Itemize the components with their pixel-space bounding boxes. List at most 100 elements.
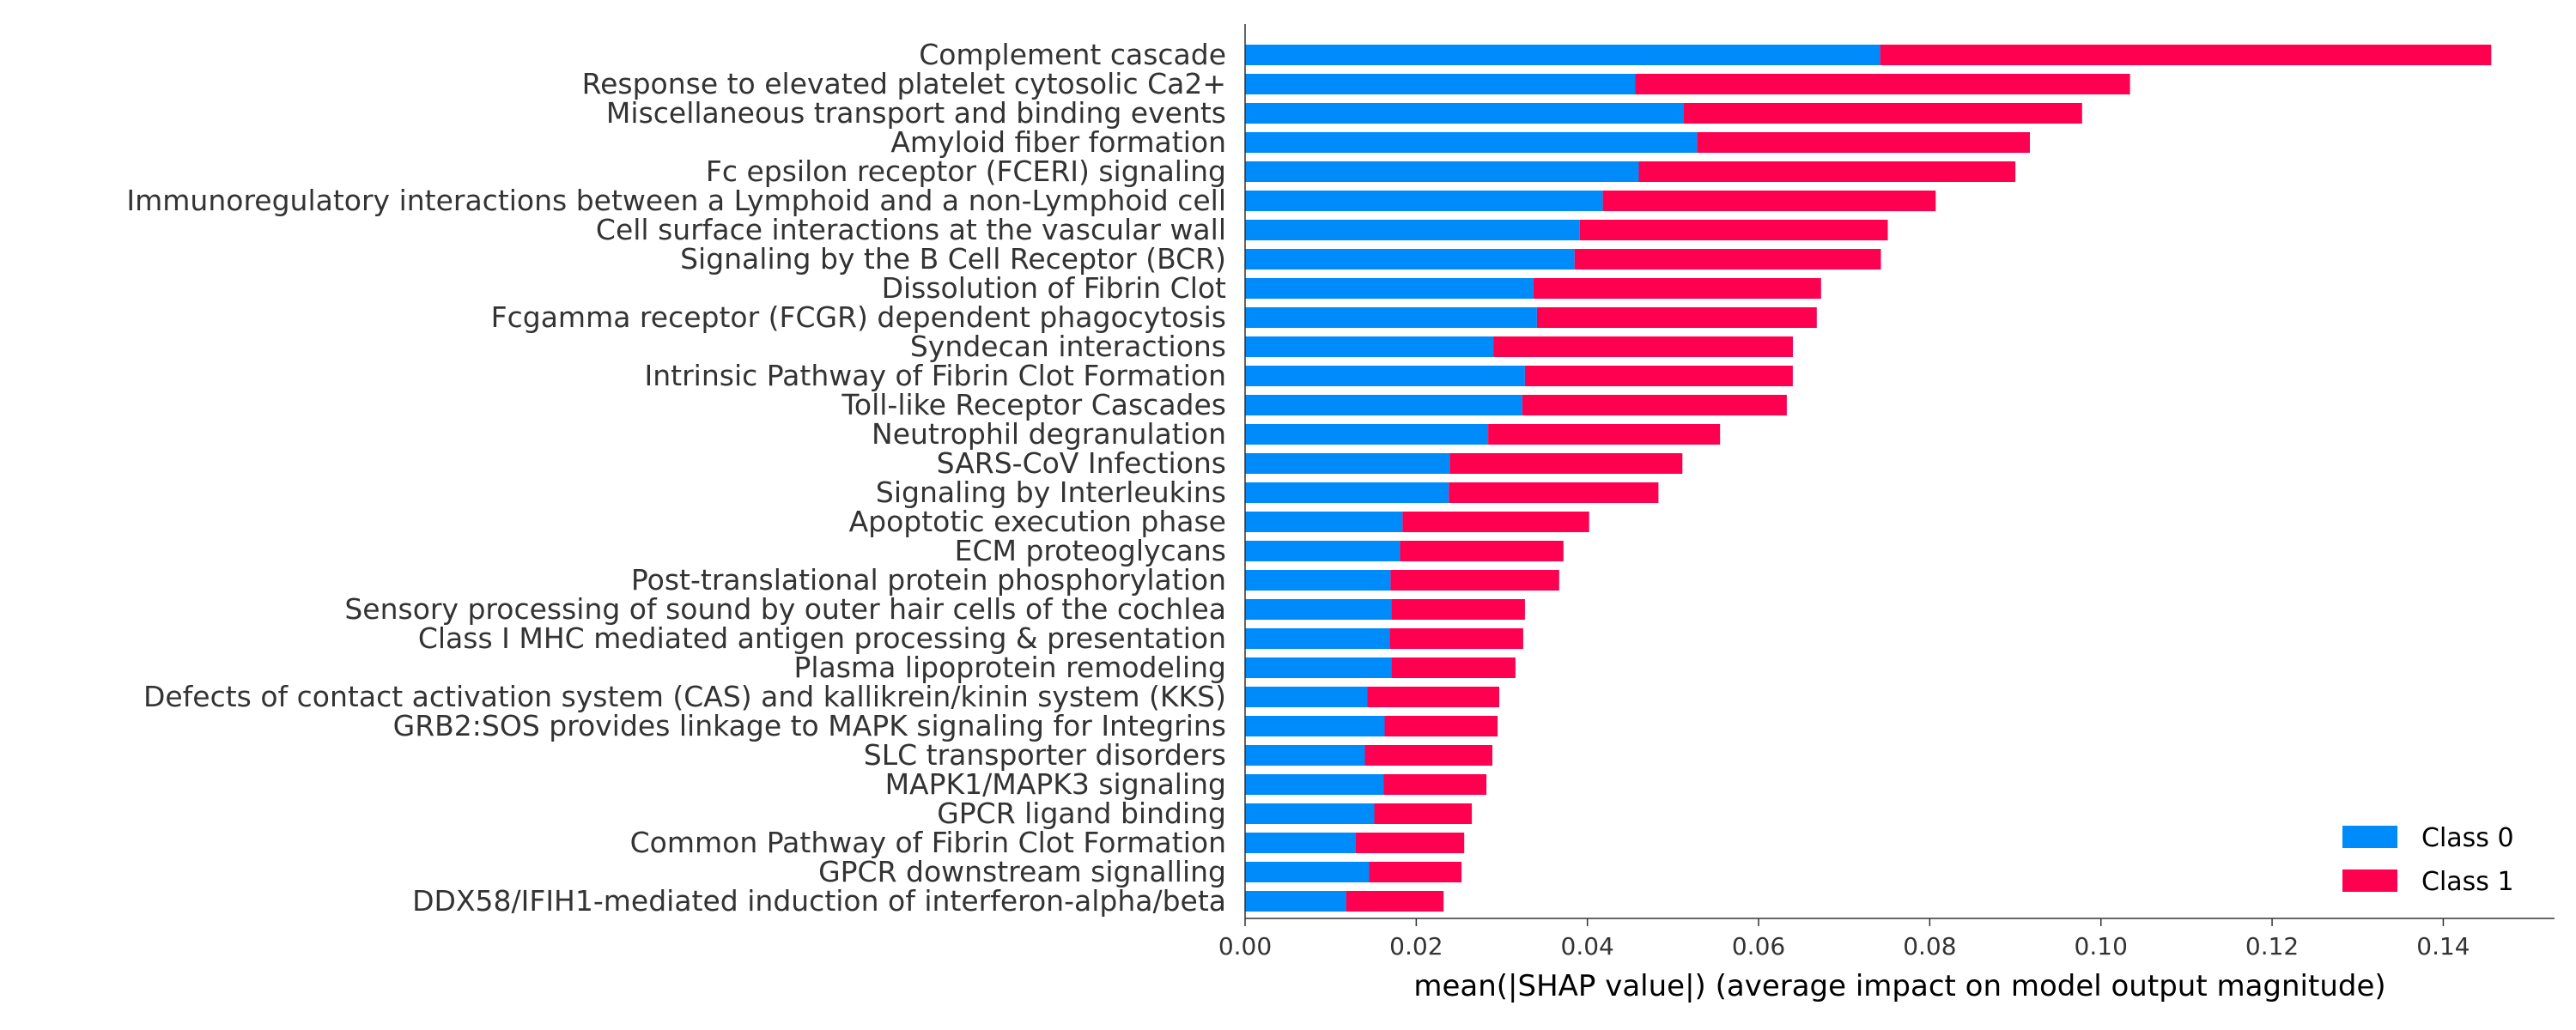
bar-class-0: [1245, 541, 1400, 561]
category-label: Miscellaneous transport and binding even…: [606, 96, 1226, 130]
bar-class-1: [1522, 395, 1787, 415]
bar-class-0: [1245, 395, 1522, 415]
category-label: Plasma lipoprotein remodeling: [793, 651, 1226, 684]
bar-class-1: [1683, 103, 2082, 124]
bar-class-0: [1245, 628, 1390, 649]
bar-class-1: [1488, 424, 1721, 445]
bar-class-0: [1245, 745, 1365, 766]
bars-group: [1245, 45, 2492, 912]
bar-class-0: [1245, 307, 1537, 328]
legend: Class 0 Class 1: [2342, 823, 2514, 897]
bar-class-1: [1391, 657, 1516, 678]
category-label: Post-translational protein phosphorylati…: [631, 563, 1226, 597]
bar-class-1: [1369, 862, 1462, 882]
bar-class-1: [1400, 541, 1564, 561]
bar-class-0: [1245, 103, 1684, 124]
bar-class-1: [1524, 366, 1793, 386]
bar-class-1: [1493, 336, 1793, 357]
category-label: Toll-like Receptor Cascades: [841, 388, 1226, 421]
x-tick-label: 0.10: [2075, 932, 2128, 960]
bar-class-0: [1245, 657, 1392, 678]
legend-swatch-class-1: [2342, 869, 2397, 892]
bar-class-0: [1245, 774, 1384, 795]
bar-class-1: [1391, 599, 1525, 620]
x-tick-label: 0.12: [2245, 932, 2299, 960]
bar-class-0: [1245, 453, 1450, 474]
legend-swatch-class-0: [2342, 826, 2397, 848]
bar-class-0: [1245, 191, 1603, 211]
category-label: Class I MHC mediated antigen processing …: [418, 621, 1226, 655]
bar-class-0: [1245, 424, 1489, 445]
bar-class-0: [1245, 249, 1575, 270]
bar-class-0: [1245, 278, 1534, 299]
bar-class-1: [1602, 191, 1936, 211]
bar-class-1: [1374, 803, 1473, 824]
category-label: Response to elevated platelet cytosolic …: [582, 67, 1226, 100]
category-label: Signaling by the B Cell Receptor (BCR): [680, 242, 1226, 276]
bar-class-1: [1536, 307, 1817, 328]
bar-class-0: [1245, 45, 1880, 65]
bar-class-1: [1389, 628, 1523, 649]
x-tick-label: 0.00: [1218, 932, 1272, 960]
category-label: SLC transporter disorders: [864, 738, 1226, 772]
bar-class-0: [1245, 482, 1449, 503]
bar-class-1: [1364, 745, 1492, 766]
bar-class-1: [1579, 220, 1888, 240]
bar-class-0: [1245, 862, 1370, 882]
bar-class-0: [1245, 716, 1385, 736]
category-label: Intrinsic Pathway of Fibrin Clot Formati…: [645, 359, 1226, 392]
category-label: Common Pathway of Fibrin Clot Formation: [630, 826, 1226, 859]
category-label: Immunoregulatory interactions between a …: [126, 184, 1226, 217]
bar-class-1: [1390, 570, 1559, 591]
bar-class-0: [1245, 161, 1639, 182]
bar-class-1: [1384, 716, 1498, 736]
bar-class-1: [1638, 161, 2016, 182]
category-label: Fc epsilon receptor (FCERI) signaling: [706, 154, 1226, 188]
bar-class-0: [1245, 891, 1346, 912]
category-label: ECM proteoglycans: [955, 534, 1226, 567]
bar-class-0: [1245, 687, 1368, 707]
bar-class-1: [1449, 482, 1659, 503]
bar-class-0: [1245, 220, 1580, 240]
bar-class-0: [1245, 366, 1525, 386]
bar-class-1: [1449, 453, 1683, 474]
category-label: Cell surface interactions at the vascula…: [596, 213, 1226, 246]
bar-class-1: [1880, 45, 2492, 65]
category-label: SARS-CoV Infections: [937, 446, 1226, 480]
category-label: Sensory processing of sound by outer hai…: [344, 592, 1226, 626]
category-label: GPCR downstream signalling: [818, 855, 1226, 888]
bar-class-0: [1245, 74, 1636, 94]
category-label: GRB2:SOS provides linkage to MAPK signal…: [393, 709, 1226, 742]
category-label: MAPK1/MAPK3 signaling: [885, 767, 1226, 801]
bar-class-0: [1245, 833, 1356, 853]
category-label: Fcgamma receptor (FCGR) dependent phagoc…: [491, 300, 1226, 334]
bar-class-0: [1245, 512, 1403, 532]
category-label: Apoptotic execution phase: [849, 505, 1226, 538]
bar-class-1: [1574, 249, 1881, 270]
category-label: Neutrophil degranulation: [872, 417, 1226, 451]
bar-class-1: [1367, 687, 1499, 707]
category-label: Amyloid fiber formation: [890, 125, 1226, 159]
category-label: Dissolution of Fibrin Clot: [882, 271, 1226, 305]
bar-class-1: [1697, 132, 2030, 153]
category-label: Defects of contact activation system (CA…: [143, 680, 1226, 713]
bar-class-1: [1383, 774, 1487, 795]
category-label: GPCR ligand binding: [937, 797, 1226, 830]
x-tick-label: 0.04: [1561, 932, 1614, 960]
bar-class-0: [1245, 599, 1392, 620]
category-label: DDX58/IFIH1-mediated induction of interf…: [412, 884, 1226, 918]
bar-class-1: [1355, 833, 1465, 853]
bar-class-0: [1245, 336, 1494, 357]
category-label: Syndecan interactions: [910, 330, 1226, 363]
x-axis-label: mean(|SHAP value|) (average impact on mo…: [1413, 969, 2385, 1003]
bar-class-1: [1402, 512, 1589, 532]
bar-class-1: [1533, 278, 1821, 299]
category-label: Complement cascade: [919, 38, 1226, 71]
x-tick-label: 0.02: [1389, 932, 1443, 960]
x-tick-label: 0.14: [2416, 932, 2470, 960]
bar-class-0: [1245, 132, 1698, 153]
x-tick-label: 0.06: [1732, 932, 1785, 960]
legend-label-class-0: Class 0: [2421, 823, 2514, 853]
